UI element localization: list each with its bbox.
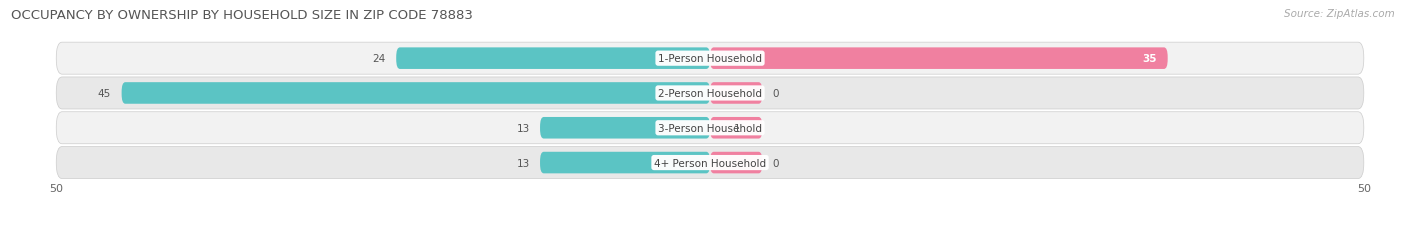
Text: 4+ Person Household: 4+ Person Household: [654, 158, 766, 168]
FancyBboxPatch shape: [56, 43, 1364, 75]
Text: 0: 0: [773, 158, 779, 168]
Text: 35: 35: [1143, 54, 1157, 64]
FancyBboxPatch shape: [710, 48, 1167, 70]
Text: 3-Person Household: 3-Person Household: [658, 123, 762, 133]
Text: 45: 45: [98, 88, 111, 99]
FancyBboxPatch shape: [710, 152, 762, 174]
Text: 24: 24: [373, 54, 385, 64]
FancyBboxPatch shape: [56, 112, 1364, 144]
FancyBboxPatch shape: [56, 147, 1364, 179]
FancyBboxPatch shape: [540, 152, 710, 174]
Text: 13: 13: [516, 123, 530, 133]
Text: 2-Person Household: 2-Person Household: [658, 88, 762, 99]
Text: OCCUPANCY BY OWNERSHIP BY HOUSEHOLD SIZE IN ZIP CODE 78883: OCCUPANCY BY OWNERSHIP BY HOUSEHOLD SIZE…: [11, 9, 474, 22]
Legend: Owner-occupied, Renter-occupied: Owner-occupied, Renter-occupied: [595, 228, 825, 231]
FancyBboxPatch shape: [710, 118, 762, 139]
FancyBboxPatch shape: [710, 83, 762, 104]
Text: 13: 13: [516, 158, 530, 168]
Text: Source: ZipAtlas.com: Source: ZipAtlas.com: [1284, 9, 1395, 19]
FancyBboxPatch shape: [56, 78, 1364, 109]
Text: 1: 1: [734, 123, 740, 133]
FancyBboxPatch shape: [396, 48, 710, 70]
Text: 0: 0: [773, 88, 779, 99]
FancyBboxPatch shape: [122, 83, 710, 104]
Text: 1-Person Household: 1-Person Household: [658, 54, 762, 64]
FancyBboxPatch shape: [540, 118, 710, 139]
